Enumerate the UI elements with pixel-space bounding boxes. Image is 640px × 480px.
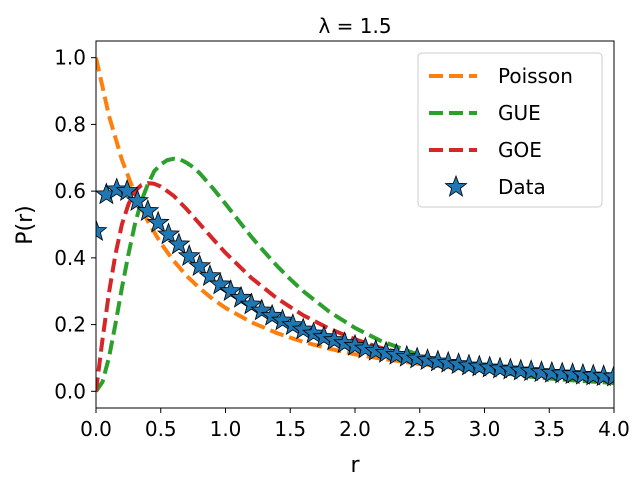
data-point-star (291, 317, 315, 340)
data-point-star (146, 210, 170, 233)
y-axis-label: P(r) (13, 205, 38, 244)
x-tick-label: 3.5 (533, 417, 565, 441)
data-point-star (208, 272, 232, 295)
data-point-star (260, 303, 284, 326)
x-tick-label: 2.0 (339, 417, 371, 441)
legend-label-data: Data (498, 175, 546, 199)
data-point-star (270, 308, 295, 331)
y-tick-label: 0.4 (54, 246, 86, 270)
data-point-star (96, 219, 108, 241)
data-point-star (229, 285, 253, 308)
legend-label-goe: GOE (498, 138, 542, 162)
data-point-star (115, 178, 139, 201)
data-point-star (322, 328, 346, 351)
x-axis: 0.0 0.5 1.0 1.5 2.0 2.5 3.0 3.5 4.0 (80, 408, 630, 441)
data-point-star (188, 254, 212, 277)
data-point-star (219, 279, 243, 302)
data-point-star (156, 222, 181, 245)
data-point-star (167, 232, 191, 255)
gue-series-line (96, 156, 614, 393)
chart-title: λ = 1.5 (318, 14, 391, 38)
x-tick-label: 1.0 (210, 417, 242, 441)
y-tick-label: 0.8 (54, 112, 86, 136)
data-point-star (250, 298, 274, 321)
legend-label-gue: GUE (498, 101, 541, 125)
x-tick-label: 0.5 (145, 417, 177, 441)
x-tick-label: 4.0 (598, 417, 630, 441)
data-point-star (602, 364, 614, 387)
data-point-star (177, 244, 201, 267)
legend: Poisson GUE GOE Data (417, 52, 603, 208)
legend-swatch-data (444, 174, 468, 197)
data-point-star (239, 292, 263, 315)
y-tick-label: 0.0 (54, 379, 86, 403)
x-axis-label: r (350, 453, 360, 478)
data-point-star (302, 321, 326, 344)
y-tick-label: 0.6 (54, 179, 86, 203)
x-tick-label: 2.5 (404, 417, 436, 441)
x-tick-label: 3.0 (469, 417, 501, 441)
x-tick-label: 0.0 (80, 417, 112, 441)
y-tick-label: 1.0 (54, 46, 86, 70)
legend-label-poisson: Poisson (498, 64, 573, 88)
data-point-star (312, 325, 336, 348)
legend-box (417, 52, 603, 208)
y-axis: 0.0 0.2 0.4 0.6 0.8 1.0 (54, 46, 96, 403)
data-point-star (125, 189, 149, 211)
x-tick-label: 1.5 (274, 417, 306, 441)
y-tick-label: 0.2 (54, 313, 86, 337)
data-point-star (281, 313, 305, 336)
series-layer (96, 57, 614, 393)
data-point-star (136, 198, 160, 221)
